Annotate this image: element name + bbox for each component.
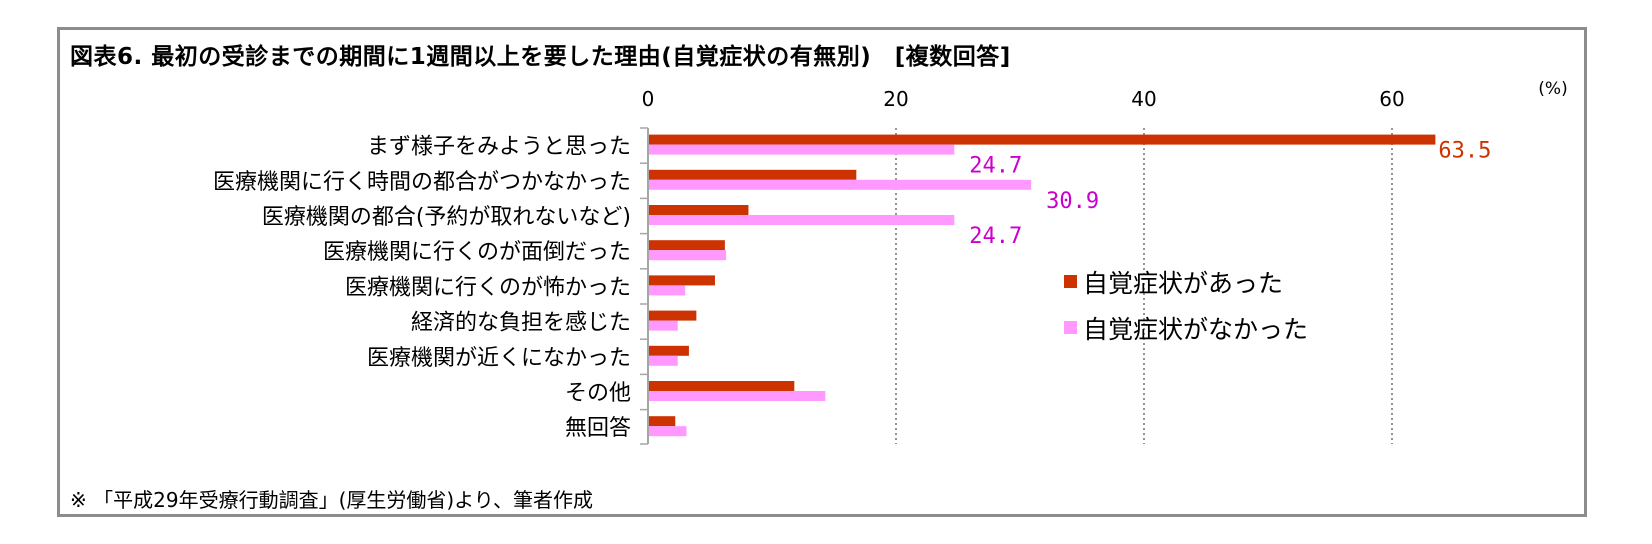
category-label: その他 <box>565 381 631 406</box>
legend-label: 自覚症状がなかった <box>1083 315 1308 344</box>
category-label: 医療機関に行く時間の都合がつかなかった <box>213 170 631 195</box>
x-tick-label: 0 <box>642 87 655 111</box>
bar <box>649 215 955 225</box>
bar <box>649 275 715 286</box>
category-label: 経済的な負担を感じた <box>411 311 631 336</box>
bar <box>649 355 678 366</box>
bar <box>649 179 1032 190</box>
legend-swatch <box>1064 275 1077 288</box>
bar <box>649 169 857 180</box>
x-tick-label: 60 <box>1379 87 1404 111</box>
data-label: 30.9 <box>1046 189 1099 214</box>
x-tick-label: 40 <box>1131 87 1156 111</box>
category-label: まず様子をみようと思った <box>367 135 631 160</box>
data-label: 63.5 <box>1438 139 1491 164</box>
category-label: 医療機関に行くのが面倒だった <box>323 240 631 265</box>
bar <box>649 240 725 251</box>
source-note: ※ 「平成29年受療行動調査」(厚生労働省)より、筆者作成 <box>70 488 593 512</box>
legend-swatch <box>1064 321 1077 334</box>
legend-label: 自覚症状があった <box>1083 269 1283 298</box>
category-label: 医療機関に行くのが怖かった <box>345 275 631 300</box>
bar <box>649 416 676 427</box>
bar <box>649 134 1436 145</box>
bar <box>649 345 689 356</box>
chart-frame <box>57 27 1587 517</box>
data-label: 24.7 <box>969 224 1022 249</box>
bar <box>649 391 826 401</box>
bar <box>649 144 955 155</box>
category-label: 医療機関が近くになかった <box>367 346 631 371</box>
data-label: 24.7 <box>969 154 1022 179</box>
bar <box>649 310 697 321</box>
bar <box>649 381 795 391</box>
category-label: 無回答 <box>565 416 631 441</box>
category-label: 医療機関の都合(予約が取れないなど) <box>262 205 631 230</box>
unit-label: (%) <box>1538 79 1567 99</box>
bar <box>649 320 678 331</box>
bar <box>649 250 727 261</box>
bar <box>649 205 749 215</box>
bar <box>649 285 686 296</box>
x-tick-label: 20 <box>883 87 908 111</box>
bar <box>649 426 687 437</box>
chart-title: 図表6. 最初の受診までの期間に1週間以上を要した理由(自覚症状の有無別) [複… <box>70 44 1011 70</box>
